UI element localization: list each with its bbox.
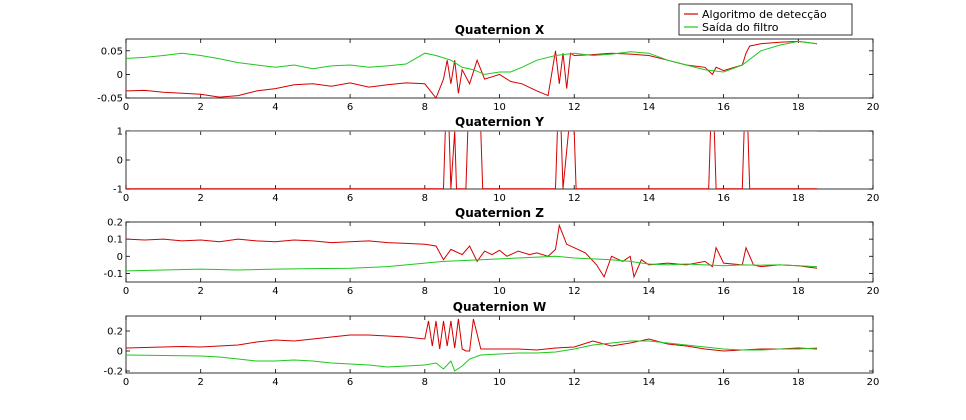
x-tick-label: 4 <box>272 102 278 113</box>
x-tick-label: 8 <box>422 377 428 388</box>
series-line-filter <box>126 40 818 75</box>
series-line-detection <box>126 40 818 98</box>
y-tick-label: 0.1 <box>107 235 123 246</box>
chart-title: Quaternion Z <box>455 206 544 220</box>
y-tick-label: -0.05 <box>97 94 123 105</box>
x-tick-label: 16 <box>717 193 730 204</box>
x-tick-label: 2 <box>198 377 204 388</box>
y-tick-label: 1 <box>117 127 123 138</box>
y-tick-label: 0 <box>117 252 123 263</box>
y-tick-label: 0.2 <box>107 327 123 338</box>
x-tick-label: 0 <box>123 102 129 113</box>
x-tick-label: 2 <box>198 102 204 113</box>
y-tick-label: -0.2 <box>103 367 123 378</box>
y-tick-label: 0 <box>117 156 123 167</box>
x-tick-label: 18 <box>792 102 805 113</box>
x-tick-label: 10 <box>493 193 506 204</box>
axes-frame-2 <box>125 130 874 190</box>
y-tick-label: 0 <box>117 347 123 358</box>
legend-box <box>678 3 853 36</box>
x-tick-label: 16 <box>717 377 730 388</box>
x-tick-label: 10 <box>493 102 506 113</box>
series-line-detection <box>126 223 818 279</box>
x-tick-label: 8 <box>422 193 428 204</box>
x-tick-label: 2 <box>198 193 204 204</box>
x-tick-label: 14 <box>643 377 656 388</box>
x-tick-label: 4 <box>272 193 278 204</box>
legend-label: Algoritmo de detecção <box>702 8 827 21</box>
axes-frame-4 <box>125 315 874 374</box>
chart-title: Quaternion X <box>455 23 545 37</box>
y-tick-label: 0 <box>117 70 123 81</box>
x-tick-label: 12 <box>568 286 581 297</box>
series-line-filter <box>126 340 818 372</box>
y-tick-label: 0.2 <box>107 218 123 229</box>
x-tick-label: 18 <box>792 377 805 388</box>
x-tick-label: 20 <box>867 102 880 113</box>
x-tick-label: 10 <box>493 286 506 297</box>
x-tick-label: 0 <box>123 286 129 297</box>
y-tick-label: 0.05 <box>101 46 123 57</box>
x-tick-label: 16 <box>717 286 730 297</box>
x-tick-label: 18 <box>792 286 805 297</box>
x-tick-label: 8 <box>422 286 428 297</box>
x-tick-label: 14 <box>643 102 656 113</box>
series-line-detection <box>126 131 817 189</box>
legend-label: Saída do filtro <box>702 21 779 34</box>
x-tick-label: 8 <box>422 102 428 113</box>
x-tick-label: 12 <box>568 377 581 388</box>
x-tick-label: 18 <box>792 193 805 204</box>
axes-frame-3 <box>125 221 874 283</box>
x-tick-label: 14 <box>643 193 656 204</box>
chart-title: Quaternion W <box>453 300 547 314</box>
x-tick-label: 20 <box>867 377 880 388</box>
x-tick-label: 14 <box>643 286 656 297</box>
x-tick-label: 16 <box>717 102 730 113</box>
y-tick-label: -1 <box>113 185 123 196</box>
x-tick-label: 4 <box>272 286 278 297</box>
series-line-detection <box>126 318 818 352</box>
x-tick-label: 0 <box>123 377 129 388</box>
x-tick-label: 6 <box>347 102 353 113</box>
x-tick-label: 6 <box>347 286 353 297</box>
x-tick-label: 6 <box>347 377 353 388</box>
x-tick-label: 2 <box>198 286 204 297</box>
x-tick-label: 10 <box>493 377 506 388</box>
x-tick-label: 6 <box>347 193 353 204</box>
x-tick-label: 20 <box>867 286 880 297</box>
chart-title: Quaternion Y <box>455 115 544 129</box>
axes-frame-1 <box>125 38 874 99</box>
x-tick-label: 4 <box>272 377 278 388</box>
series-line-filter <box>126 255 818 272</box>
x-tick-label: 20 <box>867 193 880 204</box>
x-tick-label: 12 <box>568 193 581 204</box>
x-tick-label: 0 <box>123 193 129 204</box>
y-tick-label: -0.1 <box>103 269 123 280</box>
x-tick-label: 12 <box>568 102 581 113</box>
